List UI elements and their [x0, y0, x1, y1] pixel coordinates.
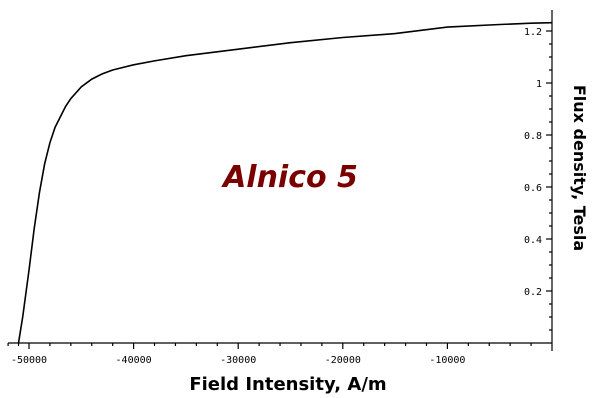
y-tick-label: 1: [536, 79, 542, 90]
plot-area: -50000 -40000 -30000 -20000 -10000 0.2 0.4 0.6 0…: [7, 10, 553, 366]
x-tick-label: -20000: [325, 355, 361, 366]
y-tick-label: 0.4: [524, 235, 542, 246]
series-line: [17, 21, 553, 344]
x-tick-label: -50000: [11, 355, 47, 366]
y-tick-label: 0.8: [524, 131, 542, 142]
y-tick-label: 0.6: [524, 183, 542, 194]
y-tick-label: 1.2: [524, 27, 542, 38]
x-tick-label: -10000: [429, 355, 465, 366]
y-axis-label: Flux density, Tesla: [570, 85, 589, 251]
annotation-label: Alnico 5: [221, 160, 358, 195]
x-axis-label: Field Intensity, A/m: [189, 374, 386, 395]
x-tick-label: -40000: [116, 355, 152, 366]
x-tick-label: -30000: [220, 355, 256, 366]
y-tick-label: 0.2: [524, 287, 542, 298]
